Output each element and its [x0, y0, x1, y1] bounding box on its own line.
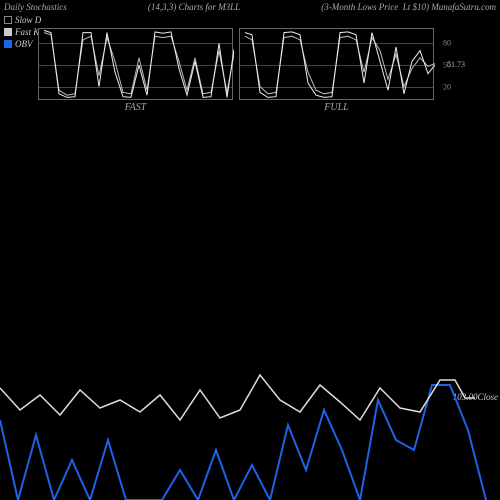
series-line: [44, 33, 234, 96]
bottom-svg: [0, 340, 500, 500]
header: Daily Stochastics (14,3,3) Charts for M3…: [0, 0, 500, 14]
bottom-chart: 103.00Close: [0, 340, 500, 500]
tick-label: 20: [443, 82, 451, 91]
panel-fast-wrap: FAST: [38, 28, 233, 113]
legend-label: Slow D: [15, 14, 41, 26]
series-line: [0, 385, 486, 500]
legend-swatch: [4, 40, 12, 48]
legend-swatch: [4, 16, 12, 24]
panel-fast: [38, 28, 233, 100]
series-line: [44, 30, 234, 97]
panel-full-wrap: 20508051.73 FULL: [239, 28, 434, 113]
header-right: (3-Month Lows Price Lt $10) MunafaSutra.…: [321, 2, 496, 12]
legend-swatch: [4, 28, 12, 36]
chart-svg: [39, 29, 234, 101]
top-charts: FAST 20508051.73 FULL: [38, 28, 434, 113]
value-annotation: 51.73: [447, 60, 465, 69]
legend-item: Slow D: [4, 14, 41, 26]
legend: Slow DFast KOBV: [4, 14, 41, 50]
header-center: (14,3,3) Charts for M3LL: [148, 2, 240, 12]
tick-label: 80: [443, 39, 451, 48]
series-line: [245, 32, 435, 98]
panel-fast-label: FAST: [125, 102, 147, 113]
legend-item: Fast K: [4, 26, 41, 38]
header-left: Daily Stochastics: [4, 2, 67, 12]
chart-svg: [240, 29, 435, 101]
legend-label: Fast K: [15, 26, 39, 38]
legend-label: OBV: [15, 38, 33, 50]
panel-full: 20508051.73: [239, 28, 434, 100]
series-line: [0, 375, 475, 420]
legend-item: OBV: [4, 38, 41, 50]
panel-full-label: FULL: [324, 102, 348, 113]
